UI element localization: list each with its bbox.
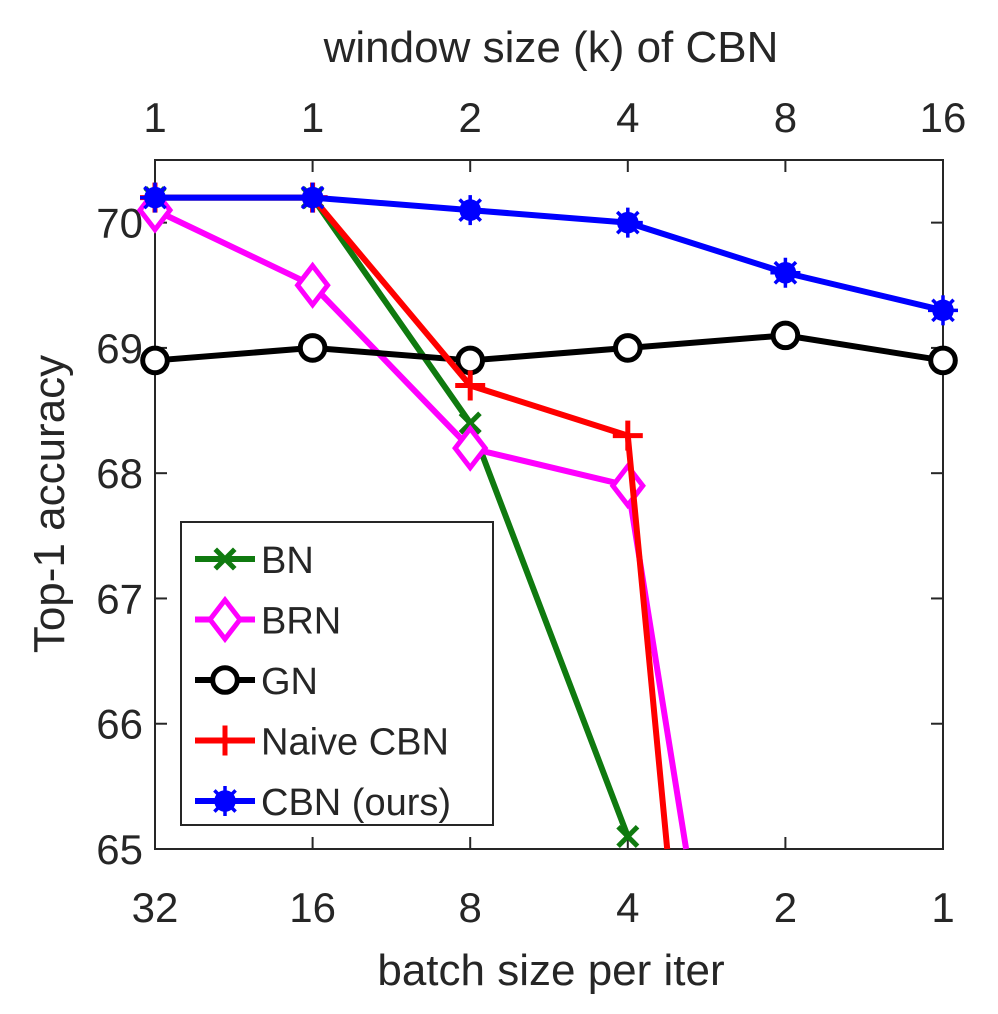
- y-axis-label: Top-1 accuracy: [25, 355, 74, 653]
- series-layer: [136, 182, 958, 850]
- asterisk-marker: [210, 786, 240, 816]
- legend-label: BRN: [261, 601, 341, 643]
- legend-item: CBN (ours): [195, 782, 451, 824]
- top-tick-label: 1: [301, 94, 324, 141]
- x-tick-label: 8: [459, 884, 482, 931]
- y-tick-label: 68: [96, 450, 143, 497]
- top-tick-label: 2: [459, 94, 482, 141]
- legend-label: GN: [261, 661, 318, 703]
- diamond-marker: [452, 424, 489, 472]
- asterisk-marker: [297, 182, 328, 213]
- top-tick-label: 1: [143, 94, 166, 141]
- x-axis-label: batch size per iter: [377, 946, 724, 995]
- y-tick-label: 70: [96, 200, 143, 247]
- series-brn: [136, 186, 690, 850]
- legend-item: BN: [195, 540, 314, 582]
- asterisk-marker: [770, 257, 801, 288]
- circle-marker: [770, 320, 801, 351]
- x-marker: [213, 547, 237, 571]
- diamond-marker: [609, 462, 646, 510]
- legend: BN BRN GN Naive CBN CBN (ours): [180, 521, 494, 826]
- x-tick-label: 1: [931, 884, 954, 931]
- y-tick-label: 69: [96, 325, 143, 372]
- plus-marker: [210, 725, 240, 756]
- top-axis-label: window size (k) of CBN: [323, 23, 779, 72]
- circle-marker: [297, 333, 328, 363]
- legend-label: Naive CBN: [261, 722, 449, 764]
- x-marker: [458, 411, 482, 435]
- y-tick-label: 67: [96, 575, 143, 622]
- series-line: [155, 194, 944, 314]
- x-tick-label: 2: [774, 884, 797, 931]
- legend-item: BRN: [195, 595, 341, 644]
- x-tick-label: 16: [289, 884, 336, 931]
- diamond-marker: [294, 261, 331, 309]
- legend-label: CBN (ours): [261, 782, 451, 824]
- legend-item: GN: [195, 661, 318, 703]
- circle-marker: [140, 345, 170, 376]
- y-tick-label: 66: [96, 701, 143, 748]
- asterisk-marker: [928, 295, 958, 326]
- circle-marker: [613, 333, 643, 363]
- x-tick-label: 4: [616, 884, 639, 931]
- asterisk-marker: [140, 182, 170, 213]
- top-tick-label: 16: [920, 94, 967, 141]
- diamond-marker: [206, 595, 244, 644]
- series-gn: [140, 320, 958, 376]
- legend-item: Naive CBN: [195, 722, 449, 764]
- x-marker: [616, 824, 640, 848]
- series-cbn-ours: [140, 182, 958, 326]
- legend-label: BN: [261, 540, 314, 582]
- plot-frame: [154, 159, 944, 850]
- y-tick-label: 65: [96, 826, 143, 873]
- axes: 65 66 67 68 69 70 32 16 8 4 2 1 1 1 2 4 8 16: [96, 94, 966, 931]
- circle-marker: [455, 345, 486, 376]
- series-line: [154, 332, 944, 364]
- top-tick-label: 8: [774, 94, 797, 141]
- asterisk-marker: [455, 195, 486, 226]
- top-tick-label: 4: [616, 94, 639, 141]
- circle-marker: [928, 345, 958, 376]
- plus-marker: [455, 370, 486, 401]
- circle-marker: [210, 665, 240, 695]
- asterisk-marker: [612, 207, 643, 238]
- plus-marker: [612, 420, 643, 451]
- x-tick-label: 32: [132, 884, 179, 931]
